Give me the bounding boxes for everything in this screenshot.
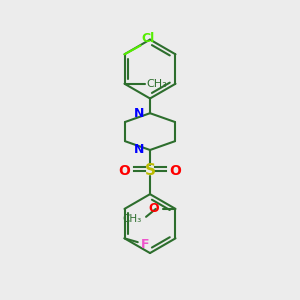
Text: Cl: Cl [142, 32, 155, 45]
Text: O: O [170, 164, 182, 178]
Text: N: N [134, 107, 145, 120]
Text: F: F [141, 238, 149, 251]
Text: S: S [145, 163, 155, 178]
Text: O: O [148, 202, 159, 215]
Text: N: N [134, 143, 145, 157]
Text: CH₃: CH₃ [122, 214, 142, 224]
Text: O: O [118, 164, 130, 178]
Text: CH₃: CH₃ [146, 79, 167, 89]
